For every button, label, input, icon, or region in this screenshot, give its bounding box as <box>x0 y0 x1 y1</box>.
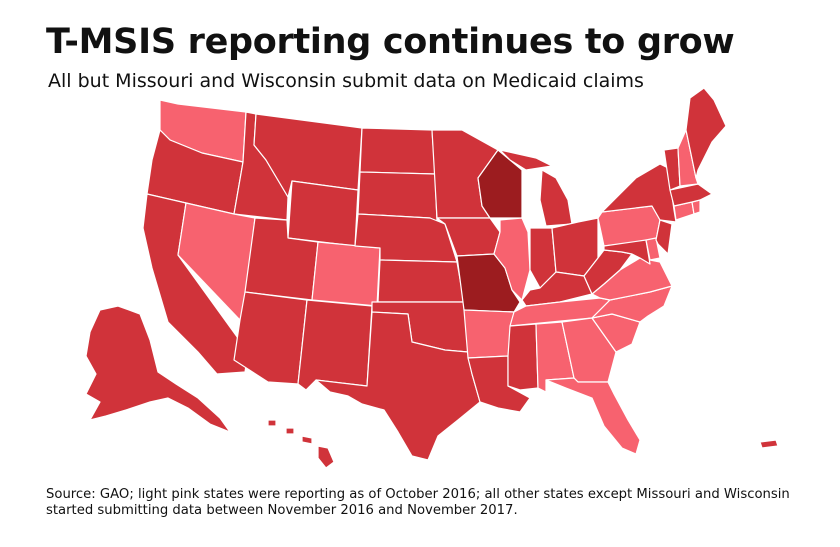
state-michigan-upper <box>499 149 553 171</box>
state-north-dakota <box>359 127 436 175</box>
state-hawaii-maui <box>301 435 313 445</box>
chart-title: T-MSIS reporting continues to grow <box>46 22 735 62</box>
state-texas <box>315 311 481 461</box>
state-kansas <box>377 259 465 303</box>
state-maine <box>685 87 727 179</box>
state-florida <box>545 377 641 455</box>
state-delaware <box>645 237 661 261</box>
state-hawaii-oahu <box>285 427 295 435</box>
state-arkansas <box>463 309 515 359</box>
state-hawaii-kauai <box>267 419 277 427</box>
state-alaska <box>85 305 231 433</box>
state-new-mexico <box>297 299 373 391</box>
state-illinois <box>493 217 531 301</box>
state-puerto-rico <box>759 439 779 449</box>
state-mississippi <box>507 323 539 391</box>
state-hawaii <box>317 445 335 469</box>
state-new-hampshire <box>677 129 699 187</box>
source-note: Source: GAO; light pink states were repo… <box>46 487 790 518</box>
state-wyoming <box>287 180 359 247</box>
state-colorado <box>311 241 381 307</box>
state-wisconsin <box>477 149 523 219</box>
state-new-jersey <box>655 219 673 255</box>
state-michigan <box>539 169 573 227</box>
chart-subtitle: All but Missouri and Wisconsin submit da… <box>48 70 644 92</box>
